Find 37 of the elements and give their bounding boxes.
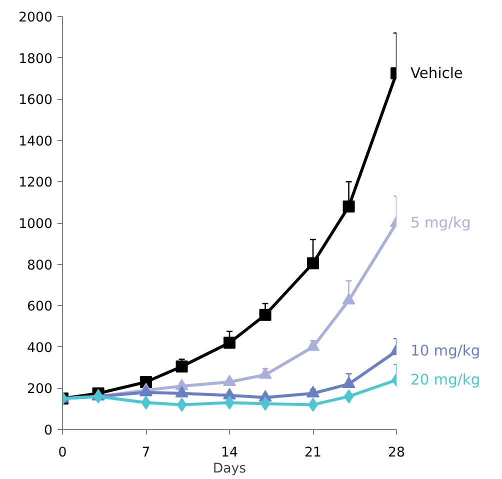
point	[342, 293, 356, 304]
point	[306, 339, 320, 351]
point	[223, 374, 236, 386]
point	[93, 389, 104, 404]
point	[342, 200, 355, 212]
point	[306, 386, 320, 398]
point	[344, 389, 354, 404]
y-tick-label: 800	[27, 258, 53, 274]
point	[307, 257, 319, 270]
point	[342, 376, 356, 388]
y-tick-label: 1000	[18, 217, 53, 232]
x-tick-label: 28	[388, 446, 405, 460]
y-tick-label: 400	[27, 340, 53, 356]
x-axis-title: Days	[212, 462, 246, 476]
point	[258, 367, 272, 379]
point	[260, 396, 270, 411]
x-tick-label: 14	[221, 446, 238, 460]
point	[224, 336, 236, 349]
y-tick-label: 0	[44, 424, 53, 438]
series-label: 10 mg/kg	[410, 342, 480, 360]
x-tick-label: 0	[58, 446, 67, 460]
y-tick-label: 1800	[18, 52, 53, 67]
y-tick-label: 1600	[18, 93, 53, 108]
point	[176, 360, 188, 373]
point	[176, 398, 187, 412]
point	[259, 308, 272, 321]
series-label: 20 mg/kg	[410, 371, 480, 388]
x-tick-label: 21	[304, 446, 322, 460]
y-tick-label: 1200	[18, 176, 53, 191]
y-tick-label: 200	[27, 382, 53, 398]
y-tick-label: 600	[27, 300, 53, 315]
y-tick-label: 2000	[18, 10, 53, 26]
y-tick-label: 1400	[18, 134, 53, 150]
series-label: 5 mg/kg	[410, 214, 471, 232]
point	[175, 386, 188, 398]
x-tick-label: 7	[142, 446, 150, 460]
series-label: Vehicle	[410, 64, 463, 82]
